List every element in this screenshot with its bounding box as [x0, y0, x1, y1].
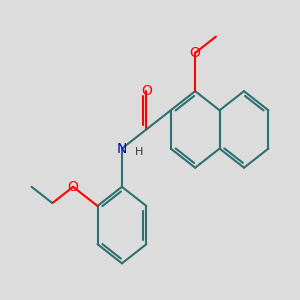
- Text: O: O: [68, 180, 79, 194]
- Text: O: O: [141, 84, 152, 98]
- Text: O: O: [190, 46, 201, 60]
- Text: H: H: [135, 146, 143, 157]
- Text: N: N: [117, 142, 127, 156]
